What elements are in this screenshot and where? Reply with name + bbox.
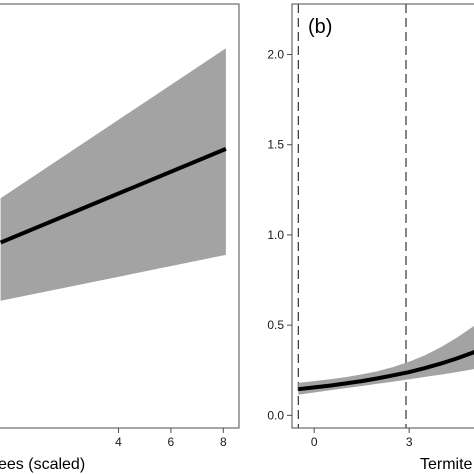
b-panel-label: (b) bbox=[308, 16, 332, 38]
b-y-axis: 0.0 0.5 1.0 1.5 2.0 bbox=[267, 48, 292, 422]
a-x-tick-label-4: 4 bbox=[115, 435, 122, 449]
a-x-tick-label-8: 8 bbox=[220, 435, 227, 449]
b-fit-line-layer bbox=[298, 349, 474, 392]
b-y-tick-label-3: 1.5 bbox=[267, 138, 284, 152]
b-confidence-band-0 bbox=[298, 325, 474, 395]
b-y-tick-label-4: 2.0 bbox=[267, 48, 284, 62]
b-confidence-band-layer bbox=[298, 325, 474, 395]
b-x-tick-label-0: 0 bbox=[311, 435, 318, 449]
a-confidence-band-0 bbox=[0, 48, 226, 301]
a-confidence-band-layer bbox=[0, 48, 226, 301]
b-y-tick-label-0: 0.0 bbox=[267, 408, 284, 422]
b-panel-border bbox=[291, 3, 474, 429]
b-x-tick-label-3: 3 bbox=[406, 435, 413, 449]
a-fit-line-layer bbox=[0, 147, 227, 245]
a-fit-line-0 bbox=[0, 147, 227, 245]
b-fit-line-0 bbox=[298, 349, 474, 392]
a-x-axis: 4 6 8 bbox=[115, 428, 227, 449]
b-y-tick-label-1: 0.5 bbox=[267, 318, 284, 332]
panel-a: 4 6 8 ees (scaled) bbox=[0, 3, 240, 473]
a-x-tick-label-6: 6 bbox=[168, 435, 175, 449]
b-y-tick-label-2: 1.0 bbox=[267, 228, 284, 242]
b-reference-lines bbox=[297, 4, 407, 428]
a-x-axis-title: ees (scaled) bbox=[0, 456, 85, 473]
b-x-axis-title: Termite bbox=[420, 456, 473, 473]
